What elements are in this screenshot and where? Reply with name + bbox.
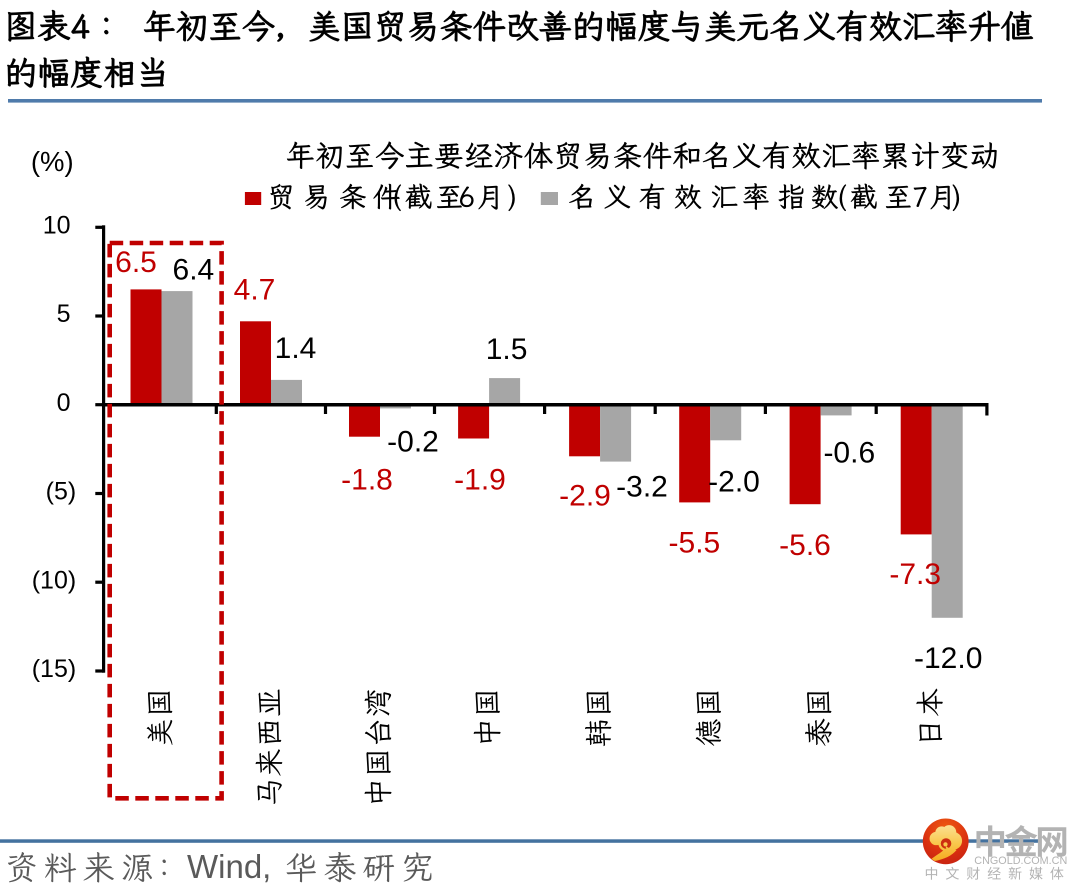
svg-text:5: 5 bbox=[57, 300, 71, 328]
svg-text:-2.0: -2.0 bbox=[708, 466, 760, 499]
svg-text:0: 0 bbox=[57, 389, 71, 417]
svg-text:6.5: 6.5 bbox=[115, 246, 157, 279]
svg-text:(%): (%) bbox=[31, 146, 74, 177]
svg-text:Wind,: Wind, bbox=[187, 848, 271, 885]
svg-text:-5.6: -5.6 bbox=[779, 529, 831, 562]
svg-text:10: 10 bbox=[43, 211, 71, 239]
svg-text:(10): (10) bbox=[32, 566, 76, 594]
svg-text:4.7: 4.7 bbox=[234, 274, 276, 307]
svg-text:-1.9: -1.9 bbox=[454, 464, 506, 497]
svg-text:-0.6: -0.6 bbox=[823, 437, 875, 470]
svg-text:(5): (5) bbox=[46, 478, 77, 506]
svg-text:-5.5: -5.5 bbox=[669, 526, 721, 559]
svg-text:-3.2: -3.2 bbox=[616, 471, 668, 504]
svg-text:-0.2: -0.2 bbox=[387, 426, 439, 459]
svg-text:-2.9: -2.9 bbox=[559, 480, 611, 513]
svg-text:1.5: 1.5 bbox=[486, 333, 528, 366]
svg-text:(15): (15) bbox=[32, 655, 76, 683]
svg-text:1.4: 1.4 bbox=[275, 332, 317, 365]
svg-text:-7.3: -7.3 bbox=[889, 558, 941, 591]
svg-text:-1.8: -1.8 bbox=[341, 464, 393, 497]
svg-text:6.4: 6.4 bbox=[173, 254, 215, 287]
svg-text:-12.0: -12.0 bbox=[914, 642, 982, 675]
svg-text:CNGOLD.COM.CN: CNGOLD.COM.CN bbox=[974, 855, 1067, 867]
